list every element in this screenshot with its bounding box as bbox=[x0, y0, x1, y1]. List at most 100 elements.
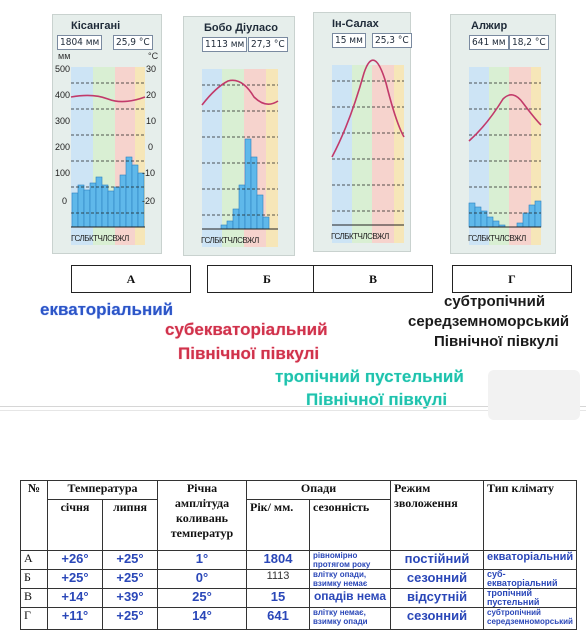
precip-total: 641 мм bbox=[469, 35, 509, 50]
row-id: В bbox=[20, 588, 48, 608]
climate-chart-in-salah: Ін-Салах 15 мм 25,3 °C bbox=[313, 12, 412, 252]
table-row: В +14° +39° 25° 15 опадів нема відсутній… bbox=[20, 588, 578, 608]
moisture-regime: постійний bbox=[390, 550, 484, 570]
jan-temp: +25° bbox=[47, 569, 103, 589]
axis-left-tick-200: 200 bbox=[55, 142, 71, 152]
amplitude: 25° bbox=[157, 588, 247, 608]
annotation-tropical-hemisphere: Північної півкулі bbox=[306, 390, 448, 409]
axis-left-tick-100: 100 bbox=[55, 168, 71, 178]
answer-box-v: В bbox=[313, 265, 433, 293]
precip-total: 15 мм bbox=[332, 33, 366, 48]
header-jan: січня bbox=[47, 499, 103, 551]
header-jul: липня bbox=[102, 499, 158, 551]
axis-right-tick-m20: -20 bbox=[142, 196, 156, 206]
table-row: А +26° +25° 1° 1804 рівномірно протягом … bbox=[20, 550, 578, 570]
axis-right-tick-30: 30 bbox=[146, 64, 157, 74]
annotation-mediterranean-hemisphere: Північної півкулі bbox=[434, 333, 559, 350]
climate-chart-kisangani: Кісангані 1804 мм 25,9 °C bbox=[52, 14, 162, 254]
precip-season: опадів нема bbox=[309, 588, 391, 608]
amplitude: 1° bbox=[157, 550, 247, 570]
jan-temp: +26° bbox=[47, 550, 103, 570]
annual-precip: 1113 bbox=[246, 569, 310, 589]
header-amplitude: Річна амплітуда коливань температур bbox=[157, 480, 247, 551]
moisture-regime: відсутній bbox=[390, 588, 484, 608]
temp-avg: 25,9 °C bbox=[113, 35, 153, 50]
row-id: А bbox=[20, 550, 48, 570]
chart-title: Кісангані bbox=[71, 20, 121, 32]
chart-title: Бобо Діуласо bbox=[204, 22, 279, 34]
annotation-mediterranean: середземноморський bbox=[408, 313, 570, 330]
axis-right-tick-20: 20 bbox=[146, 90, 157, 100]
climate-chart-graph bbox=[201, 69, 279, 247]
header-year: Рік/ мм. bbox=[246, 499, 310, 551]
answer-box-b: Б bbox=[207, 265, 327, 293]
header-regime: Режим зволоження bbox=[390, 480, 484, 551]
jul-temp: +25° bbox=[102, 569, 158, 589]
climate-chart-algiers: Алжир 641 мм 18,2 °C bbox=[450, 14, 556, 254]
precip-season: влітку немає, взимку опади bbox=[309, 607, 391, 630]
page-divider bbox=[0, 406, 586, 407]
annual-precip: 641 bbox=[246, 607, 310, 630]
temp-avg: 25,3 °C bbox=[372, 33, 412, 48]
annotation-subtropical: субтропічний bbox=[444, 293, 546, 310]
blurred-patch bbox=[488, 370, 580, 420]
month-labels: ГСЛБКТЧЛСВЖЛ bbox=[331, 232, 389, 241]
jul-temp: +25° bbox=[102, 550, 158, 570]
page-divider bbox=[0, 410, 586, 411]
climate-type: екваторіальний bbox=[482, 550, 578, 570]
axis-right-tick-10: 10 bbox=[146, 116, 157, 126]
header-num: № bbox=[20, 480, 48, 551]
annotation-equatorial: екваторіальний bbox=[40, 300, 174, 319]
header-temperature: Температура bbox=[47, 480, 158, 500]
row-id: Г bbox=[20, 607, 48, 630]
climate-type: тропічний пустельний bbox=[482, 588, 578, 608]
precip-total: 1113 мм bbox=[202, 37, 248, 52]
axis-left-tick-400: 400 bbox=[55, 90, 71, 100]
axis-right-tick-m10: -10 bbox=[142, 168, 156, 178]
header-type: Тип клімату bbox=[482, 480, 578, 551]
precip-season: влітку опади, взимку немає bbox=[309, 569, 391, 589]
jul-temp: +39° bbox=[102, 588, 158, 608]
axis-right-tick-0: 0 bbox=[148, 142, 154, 152]
table-row: Г +11° +25° 14° 641 влітку немає, взимку… bbox=[20, 607, 578, 630]
annotation-tropical-desert: тропічний пустельний bbox=[275, 367, 464, 386]
amplitude: 0° bbox=[157, 569, 247, 589]
temp-avg: 18,2 °C bbox=[509, 35, 549, 50]
month-labels: ГСЛБКТЧЛСВЖЛ bbox=[468, 234, 526, 243]
temp-avg: 27,3 °C bbox=[248, 37, 288, 52]
jan-temp: +14° bbox=[47, 588, 103, 608]
climate-type: субтропічний середземноморський bbox=[482, 607, 578, 630]
climate-type: суб- екваторіальний bbox=[482, 569, 578, 589]
jul-temp: +25° bbox=[102, 607, 158, 630]
climate-chart-graph bbox=[331, 59, 405, 243]
axis-left-tick-300: 300 bbox=[55, 116, 71, 126]
axis-left-tick-0: 0 bbox=[62, 196, 68, 206]
annotation-subequatorial-hemisphere: Північної півкулі bbox=[178, 344, 320, 363]
moisture-regime: сезонний bbox=[390, 569, 484, 589]
annual-precip: 1804 bbox=[246, 550, 310, 570]
precip-total: 1804 мм bbox=[57, 35, 103, 50]
header-precipitation: Опади bbox=[246, 480, 391, 500]
row-id: Б bbox=[20, 569, 48, 589]
answer-box-g: Г bbox=[452, 265, 572, 293]
month-labels: ГСЛБКТЧЛСВЖЛ bbox=[71, 234, 129, 243]
month-labels: ГСЛБКТЧЛСВЖЛ bbox=[201, 236, 259, 245]
chart-title: Ін-Салах bbox=[332, 18, 379, 30]
axis-deg-unit: °C bbox=[148, 51, 159, 61]
climate-chart-graph bbox=[70, 67, 146, 245]
annual-precip: 15 bbox=[246, 588, 310, 608]
answer-box-a: А bbox=[71, 265, 191, 293]
chart-title: Алжир bbox=[471, 20, 508, 32]
moisture-regime: сезонний bbox=[390, 607, 484, 630]
axis-mm-unit: мм bbox=[58, 51, 71, 61]
climate-chart-graph bbox=[468, 67, 542, 245]
axis-left-tick-500: 500 bbox=[55, 64, 71, 74]
annotation-subequatorial: субекваторіальний bbox=[165, 320, 328, 339]
precip-season: рівномірно протягом року bbox=[309, 550, 391, 570]
amplitude: 14° bbox=[157, 607, 247, 630]
climate-chart-bobo-dioulasso: Бобо Діуласо 1113 мм 27,3 °C bbox=[183, 16, 295, 256]
climate-table: № Температура Річна амплітуда коливань т… bbox=[20, 480, 578, 630]
table-row: Б +25° +25° 0° 1113 влітку опади, взимку… bbox=[20, 569, 578, 589]
header-season: сезонність bbox=[309, 499, 391, 551]
jan-temp: +11° bbox=[47, 607, 103, 630]
